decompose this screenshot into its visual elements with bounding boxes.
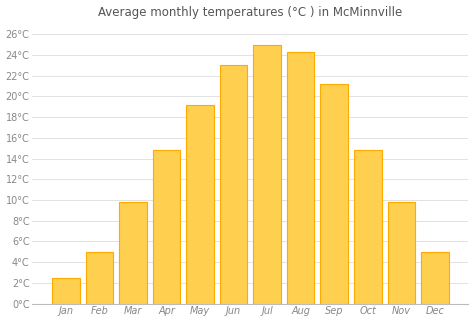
Bar — [254, 45, 281, 304]
Bar — [220, 65, 247, 304]
Bar — [119, 202, 147, 304]
Bar — [52, 278, 80, 304]
Bar — [354, 150, 382, 304]
Title: Average monthly temperatures (°C ) in McMinnville: Average monthly temperatures (°C ) in Mc… — [98, 5, 402, 19]
Bar — [186, 105, 214, 304]
Bar — [320, 84, 348, 304]
Bar — [86, 252, 113, 304]
Bar — [388, 202, 415, 304]
Bar — [153, 150, 180, 304]
Bar — [421, 252, 448, 304]
Bar — [287, 52, 314, 304]
